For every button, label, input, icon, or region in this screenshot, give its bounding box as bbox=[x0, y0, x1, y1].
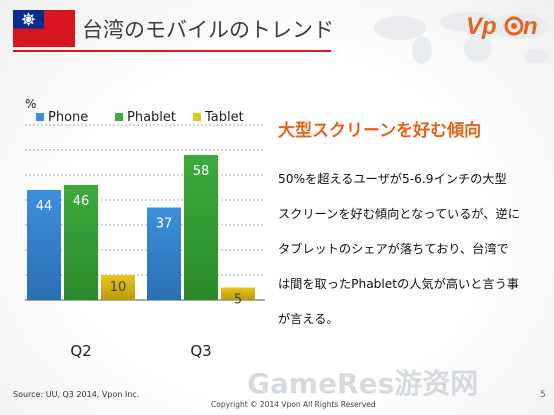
chart-legend: Phone Phablet Tablet bbox=[36, 110, 244, 125]
legend-swatch-tablet bbox=[193, 113, 201, 121]
body-line: 50%を超えるユーザが5-6.9インチの大型 bbox=[278, 172, 507, 186]
data-label: 37 bbox=[156, 217, 173, 232]
bar-phone-q2 bbox=[27, 190, 61, 300]
legend-label-tablet: Tablet bbox=[204, 110, 244, 125]
legend-label-phone: Phone bbox=[48, 110, 88, 125]
market-share-chart: 44 46 10 37 58 5 Q2 Q3 Phone Phablet Tablet % bbox=[25, 97, 265, 360]
chart-unit-label: % bbox=[25, 97, 36, 111]
legend-swatch-phablet bbox=[115, 113, 123, 121]
chart-category-labels: Q2 Q3 bbox=[70, 342, 211, 360]
bar-tablet-q3 bbox=[221, 287, 255, 300]
legend-swatch-phone bbox=[36, 113, 44, 121]
chart-bars bbox=[27, 155, 255, 300]
chart-value-labels: 44 46 10 37 58 5 bbox=[36, 164, 242, 308]
legend-label-phablet: Phablet bbox=[127, 110, 176, 125]
body-line: スクリーンを好む傾向となっているが、逆に bbox=[278, 207, 520, 221]
title-underline bbox=[13, 50, 331, 52]
source-note: Source: UU, Q3 2014, Vpon Inc. bbox=[13, 390, 140, 399]
world-map-decoration bbox=[374, 12, 548, 64]
svg-text:n: n bbox=[523, 13, 538, 40]
data-label: 44 bbox=[36, 199, 53, 214]
page-number: 5 bbox=[540, 390, 546, 400]
vpon-logo: Vp n bbox=[466, 13, 538, 40]
taiwan-flag-icon bbox=[13, 10, 75, 47]
bar-tablet-q2 bbox=[101, 275, 135, 300]
body-line: は間を取ったPhabletの人気が高いと言う事 bbox=[278, 277, 519, 291]
bar-phablet-q2 bbox=[64, 185, 98, 300]
category-label: Q2 bbox=[70, 342, 91, 360]
headline: 大型スクリーンを好む傾向 bbox=[278, 121, 482, 141]
bar-phone-q3 bbox=[147, 207, 181, 300]
copyright-note: Copyright © 2014 Vpon All Rights Reserve… bbox=[211, 400, 376, 409]
data-label: 10 bbox=[110, 280, 127, 295]
page-title: 台湾のモバイルのトレンド bbox=[82, 18, 334, 42]
category-label: Q3 bbox=[190, 342, 211, 360]
data-label: 46 bbox=[73, 194, 90, 209]
data-label: 58 bbox=[193, 164, 210, 179]
body-line: タブレットのシェアが落ちており、台湾で bbox=[278, 242, 509, 256]
body-line: が言える。 bbox=[278, 312, 339, 326]
body-text: 50%を超えるユーザが5-6.9インチの大型 スクリーンを好む傾向となっているが… bbox=[278, 162, 550, 337]
data-label: 5 bbox=[234, 293, 242, 308]
vpon-logo-text: Vp bbox=[466, 13, 497, 40]
bar-phablet-q3 bbox=[184, 155, 218, 300]
watermark: GameRes游资网 bbox=[247, 367, 479, 400]
